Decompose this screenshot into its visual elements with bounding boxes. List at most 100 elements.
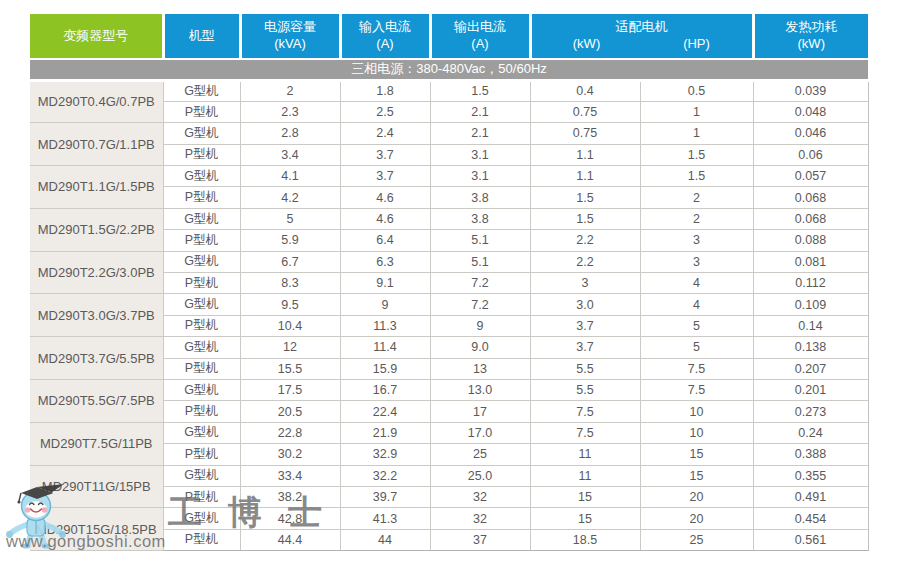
value-cell: 0.24 — [753, 422, 868, 443]
value-cell: 0.081 — [753, 251, 868, 272]
value-cell: 9.1 — [340, 273, 430, 294]
machine-type-cell: P型机 — [163, 529, 240, 550]
machine-type-cell: P型机 — [163, 101, 240, 122]
machine-type-cell: G型机 — [163, 337, 240, 358]
column-header-capacity: 电源容量 (kVA) — [240, 14, 340, 59]
table-row: MD290T2.2G/3.0PBG型机6.76.35.12.230.081 — [30, 251, 868, 272]
value-cell: 11 — [530, 465, 640, 486]
table-row: MD290T7.5G/11PBG型机22.821.917.07.5100.24 — [30, 422, 868, 443]
value-cell: 2.2 — [530, 251, 640, 272]
value-cell: 1 — [640, 101, 753, 122]
value-cell: 6.3 — [340, 251, 430, 272]
machine-type-cell: G型机 — [163, 422, 240, 443]
value-cell: 2.2 — [530, 230, 640, 251]
value-cell: 2.1 — [430, 123, 530, 144]
machine-type-cell: G型机 — [163, 123, 240, 144]
table-row: MD290T3.0G/3.7PBG型机9.597.23.040.109 — [30, 294, 868, 315]
value-cell: 0.75 — [530, 101, 640, 122]
table-body: MD290T0.4G/0.7PBG型机21.81.50.40.50.039P型机… — [30, 80, 868, 551]
machine-type-cell: P型机 — [163, 273, 240, 294]
value-cell: 9.5 — [240, 294, 340, 315]
value-cell: 13.0 — [430, 379, 530, 400]
value-cell: 5.9 — [240, 230, 340, 251]
value-cell: 2.5 — [340, 101, 430, 122]
value-cell: 17.0 — [430, 422, 530, 443]
machine-type-cell: G型机 — [163, 208, 240, 229]
column-header-heat-loss-unit: (kW) — [755, 36, 869, 53]
machine-type-cell: P型机 — [163, 358, 240, 379]
value-cell: 3.7 — [530, 337, 640, 358]
value-cell: 42.8 — [240, 508, 340, 529]
value-cell: 0.4 — [530, 80, 640, 101]
value-cell: 0.112 — [753, 273, 868, 294]
value-cell: 7.5 — [640, 358, 753, 379]
column-header-model-label: 变频器型号 — [63, 28, 128, 43]
value-cell: 4 — [640, 294, 753, 315]
value-cell: 3.8 — [430, 187, 530, 208]
value-cell: 33.4 — [240, 465, 340, 486]
value-cell: 0.355 — [753, 465, 868, 486]
table-row: MD290T3.7G/5.5PBG型机1211.49.03.750.138 — [30, 337, 868, 358]
value-cell: 11.4 — [340, 337, 430, 358]
value-cell: 6.4 — [340, 230, 430, 251]
value-cell: 20 — [640, 508, 753, 529]
value-cell: 8.3 — [240, 273, 340, 294]
machine-type-cell: P型机 — [163, 187, 240, 208]
value-cell: 0.75 — [530, 123, 640, 144]
value-cell: 5 — [240, 208, 340, 229]
value-cell: 3 — [640, 230, 753, 251]
model-cell: MD290T0.4G/0.7PB — [30, 80, 163, 123]
value-cell: 0.138 — [753, 337, 868, 358]
value-cell: 9 — [340, 294, 430, 315]
table-row: MD290T15G/18.5PBG型机42.841.33215200.454 — [30, 508, 868, 529]
value-cell: 37 — [430, 529, 530, 550]
machine-type-cell: P型机 — [163, 486, 240, 507]
value-cell: 3 — [530, 273, 640, 294]
value-cell: 1.5 — [430, 80, 530, 101]
column-header-machine-type-label: 机型 — [189, 28, 215, 43]
value-cell: 0.207 — [753, 358, 868, 379]
value-cell: 0.046 — [753, 123, 868, 144]
value-cell: 38.2 — [240, 486, 340, 507]
value-cell: 18.5 — [530, 529, 640, 550]
value-cell: 5 — [640, 315, 753, 336]
value-cell: 15 — [640, 465, 753, 486]
value-cell: 20 — [640, 486, 753, 507]
machine-type-cell: P型机 — [163, 315, 240, 336]
model-cell: MD290T11G/15PB — [30, 465, 163, 508]
value-cell: 2.1 — [430, 101, 530, 122]
value-cell: 4.2 — [240, 187, 340, 208]
power-supply-band: 三相电源：380-480Vac，50/60Hz — [30, 59, 868, 80]
value-cell: 6.7 — [240, 251, 340, 272]
value-cell: 3.1 — [430, 144, 530, 165]
power-supply-band-text: 三相电源：380-480Vac，50/60Hz — [30, 59, 868, 80]
value-cell: 11 — [530, 444, 640, 465]
header-row: 变频器型号 机型 电源容量 (kVA) 输入电流 (A) 输出电流 (A) — [30, 14, 868, 59]
value-cell: 15 — [640, 444, 753, 465]
column-header-output-current-unit: (A) — [432, 36, 529, 53]
column-header-motor-kw-unit: (kW) — [532, 36, 642, 53]
column-header-capacity-label: 电源容量 — [264, 19, 316, 34]
value-cell: 5.5 — [530, 379, 640, 400]
machine-type-cell: G型机 — [163, 294, 240, 315]
value-cell: 0.388 — [753, 444, 868, 465]
model-cell: MD290T0.7G/1.1PB — [30, 123, 163, 166]
value-cell: 17 — [430, 401, 530, 422]
column-header-adapted-motor-label: 适配电机 — [616, 19, 668, 34]
value-cell: 1.5 — [640, 144, 753, 165]
column-header-output-current: 输出电流 (A) — [430, 14, 530, 59]
table-row: MD290T1.1G/1.5PBG型机4.13.73.11.11.50.057 — [30, 166, 868, 187]
machine-type-cell: P型机 — [163, 144, 240, 165]
value-cell: 1 — [640, 123, 753, 144]
value-cell: 0.088 — [753, 230, 868, 251]
column-header-capacity-unit: (kVA) — [242, 36, 339, 53]
value-cell: 0.109 — [753, 294, 868, 315]
value-cell: 1.5 — [530, 187, 640, 208]
value-cell: 7.5 — [640, 379, 753, 400]
value-cell: 2.8 — [240, 123, 340, 144]
value-cell: 0.561 — [753, 529, 868, 550]
machine-type-cell: P型机 — [163, 444, 240, 465]
table-row: MD290T0.4G/0.7PBG型机21.81.50.40.50.039 — [30, 80, 868, 101]
value-cell: 2 — [640, 187, 753, 208]
value-cell: 3.7 — [340, 166, 430, 187]
